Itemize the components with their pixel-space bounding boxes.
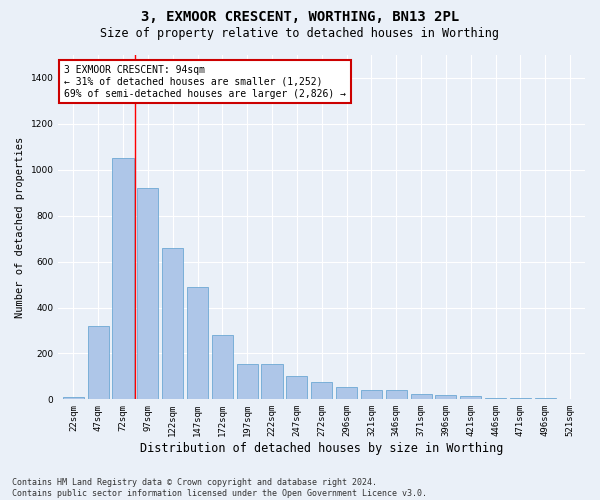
Bar (460, 396, 481, 400)
Bar (262, 364, 283, 400)
Bar (112, 158, 134, 400)
Bar (88, 326, 109, 400)
Y-axis label: Number of detached properties: Number of detached properties (15, 136, 25, 318)
X-axis label: Distribution of detached houses by size in Worthing: Distribution of detached houses by size … (140, 442, 503, 455)
Bar (137, 188, 158, 400)
Bar (336, 386, 357, 400)
Text: 3 EXMOOR CRESCENT: 94sqm
← 31% of detached houses are smaller (1,252)
69% of sem: 3 EXMOOR CRESCENT: 94sqm ← 31% of detach… (64, 66, 346, 98)
Bar (386, 390, 407, 400)
Bar (410, 394, 431, 400)
Bar (485, 398, 506, 400)
Text: Contains HM Land Registry data © Crown copyright and database right 2024.
Contai: Contains HM Land Registry data © Crown c… (12, 478, 427, 498)
Bar (361, 390, 382, 400)
Bar (286, 376, 307, 400)
Text: Size of property relative to detached houses in Worthing: Size of property relative to detached ho… (101, 28, 499, 40)
Bar (162, 248, 183, 400)
Bar (311, 382, 332, 400)
Bar (436, 394, 457, 400)
Bar (236, 364, 258, 400)
Bar (510, 398, 531, 400)
Bar (535, 398, 556, 400)
Text: 3, EXMOOR CRESCENT, WORTHING, BN13 2PL: 3, EXMOOR CRESCENT, WORTHING, BN13 2PL (141, 10, 459, 24)
Bar (212, 335, 233, 400)
Bar (63, 397, 84, 400)
Bar (187, 287, 208, 400)
Bar (560, 398, 581, 400)
